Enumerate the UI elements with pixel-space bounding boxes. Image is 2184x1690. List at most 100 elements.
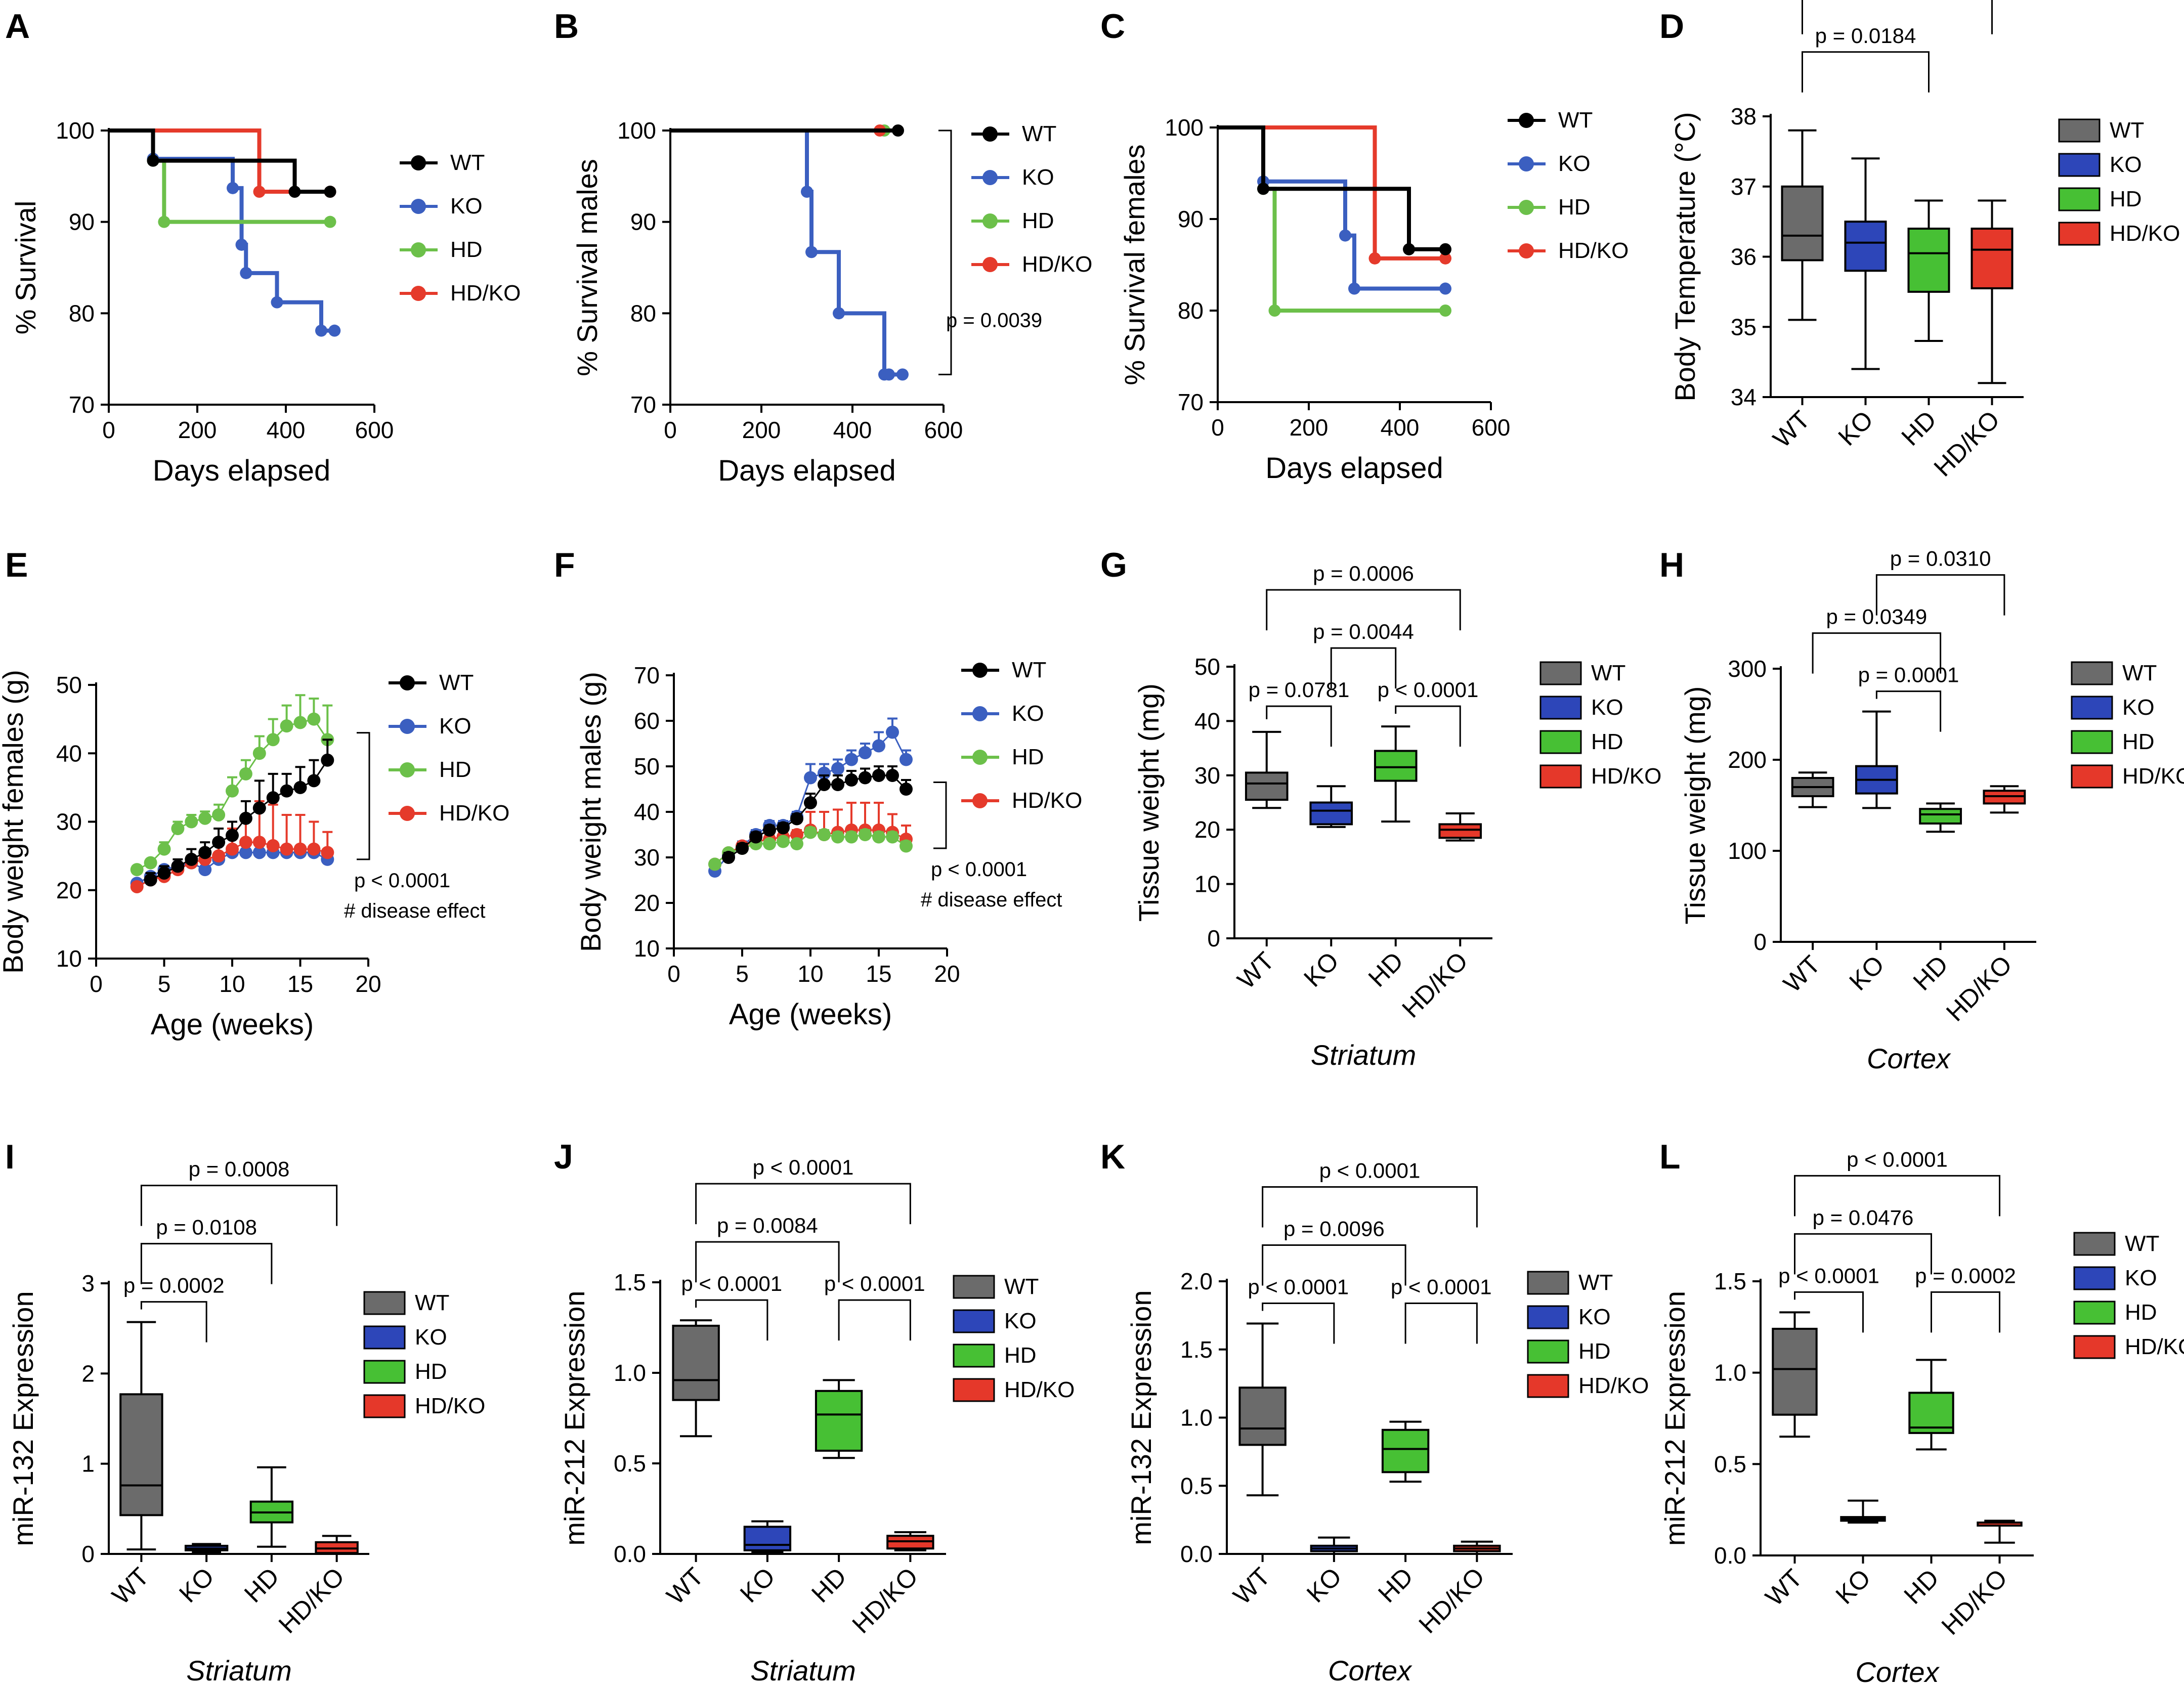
box-HD [1919,802,1962,833]
data-point [144,856,157,870]
panel-letter: E [5,546,28,584]
data-point [252,846,266,859]
x-tick-label: KO [1301,1562,1347,1608]
y-tick-label: 90 [69,209,95,235]
legend-label: HD [450,237,483,262]
significance-bracket: p < 0.0001 [1248,1275,1349,1344]
y-tick-label: 2.0 [1180,1268,1213,1294]
censor-point [805,246,818,258]
box-HD-KO [1438,812,1482,842]
legend-label: HD [2122,729,2155,754]
data-point [171,822,185,836]
legend-label: WT [1022,121,1056,146]
x-tick-label: WT [1768,405,1816,453]
data-point [198,863,212,877]
x-tick-label: 0 [102,417,115,443]
y-tick-label: 50 [634,753,660,779]
box-WT [1791,771,1834,808]
box-HD [1907,199,1950,342]
legend-swatch [2073,1232,2116,1256]
legend-label: HD [1558,195,1591,220]
y-tick-label: 50 [56,672,82,698]
panel-letter: I [5,1138,15,1176]
x-tick-label: 10 [219,971,245,997]
legend-A: WT KO HD HD/KO [400,150,521,306]
series-HD-KO [109,128,336,198]
legend-label: WT [1558,108,1593,133]
series-WT [144,739,334,887]
box-WT [1245,730,1289,809]
data-point [226,829,239,842]
censor-point [315,324,327,337]
censor-point [1257,183,1269,195]
bracket-line [695,1241,840,1283]
box-body [672,1324,720,1401]
legend-K: WT KO HD HD/KO [1527,1270,1649,1398]
y-axis-title: Body Temperature (°C) [1669,112,1701,401]
x-tick-label: 600 [1472,414,1511,441]
legend-label: HD/KO [439,801,509,826]
censor-point [227,182,239,194]
legend-swatch [953,1378,995,1402]
data-point [845,773,858,787]
tissue-label: Cortex [1867,1043,1951,1074]
legend-G: WT KO HD HD/KO [1539,661,1661,789]
bracket-line [695,1183,911,1225]
legend-label: HD/KO [2125,1334,2184,1359]
censor-point [328,324,341,337]
legend-label: HD [2125,1300,2157,1325]
x-tick-label: 600 [924,417,963,443]
survival-curve [109,128,330,194]
y-tick-label: 35 [1731,314,1757,340]
censor-point [235,238,248,251]
x-tick-label: HD [1908,950,1954,996]
box-body [1238,1386,1287,1446]
legend-marker [982,170,998,185]
survival-curve [1218,125,1445,291]
legend-marker [982,126,998,142]
legend-label: WT [439,670,474,695]
legend-swatch [363,1291,406,1315]
series-WT [722,765,913,864]
box-body [1245,771,1289,801]
x-tick-label: 10 [797,961,823,987]
x-tick-label: HD [806,1562,852,1608]
panel-K: 0.0 0.5 1.0 1.5 2.0 miR-132 Expression K WT KO HD… [1100,1138,1513,1686]
box-body [1971,228,2014,289]
legend-swatch [2058,153,2101,177]
significance-bracket: p = 0.0002 [1915,1264,2016,1333]
legend-label: HD [439,757,472,782]
y-tick-label: 10 [1194,871,1220,897]
significance-bracket: p = 0.0349 [1812,605,1942,674]
significance-bracket: p = 0.0781 [1249,678,1349,747]
box-HD [1381,1420,1430,1483]
box-body [1919,808,1962,825]
significance-bracket: p = 0.0096 [1262,1217,1406,1286]
x-tick-label: HD/KO [273,1562,350,1639]
bracket-line [1875,690,1942,732]
legend-marker [1519,113,1534,128]
y-tick-label: 0.0 [1180,1541,1213,1567]
box-WT [672,1319,720,1438]
censor-point [892,124,904,137]
legend-swatch [363,1394,406,1418]
y-axis-title: Body weight females (g) [0,670,29,974]
bracket-line [1262,1244,1406,1286]
panel-A: 70 80 90 100 0 200 400 600 Days elapsed % Surviva… [5,7,394,487]
x-axis-title: Age (weeks) [151,1008,314,1041]
data-point [157,866,171,880]
y-tick-label: 70 [634,662,660,688]
data-point [280,719,293,733]
data-point [886,769,899,782]
data-point [252,747,266,760]
legend-label: WT [2122,661,2157,685]
data-point [293,716,307,729]
legend-swatch [2071,696,2113,720]
censor-point [833,307,845,320]
box-HD [1908,1359,1954,1451]
significance-bracket: p = 0.0084 [695,1214,840,1283]
legend-I: WT KO HD HD/KO [363,1290,485,1418]
bracket-line [1794,1233,1932,1275]
box-WT [1238,1322,1287,1497]
significance-bracket: p = 0.0008 [140,1157,338,1226]
